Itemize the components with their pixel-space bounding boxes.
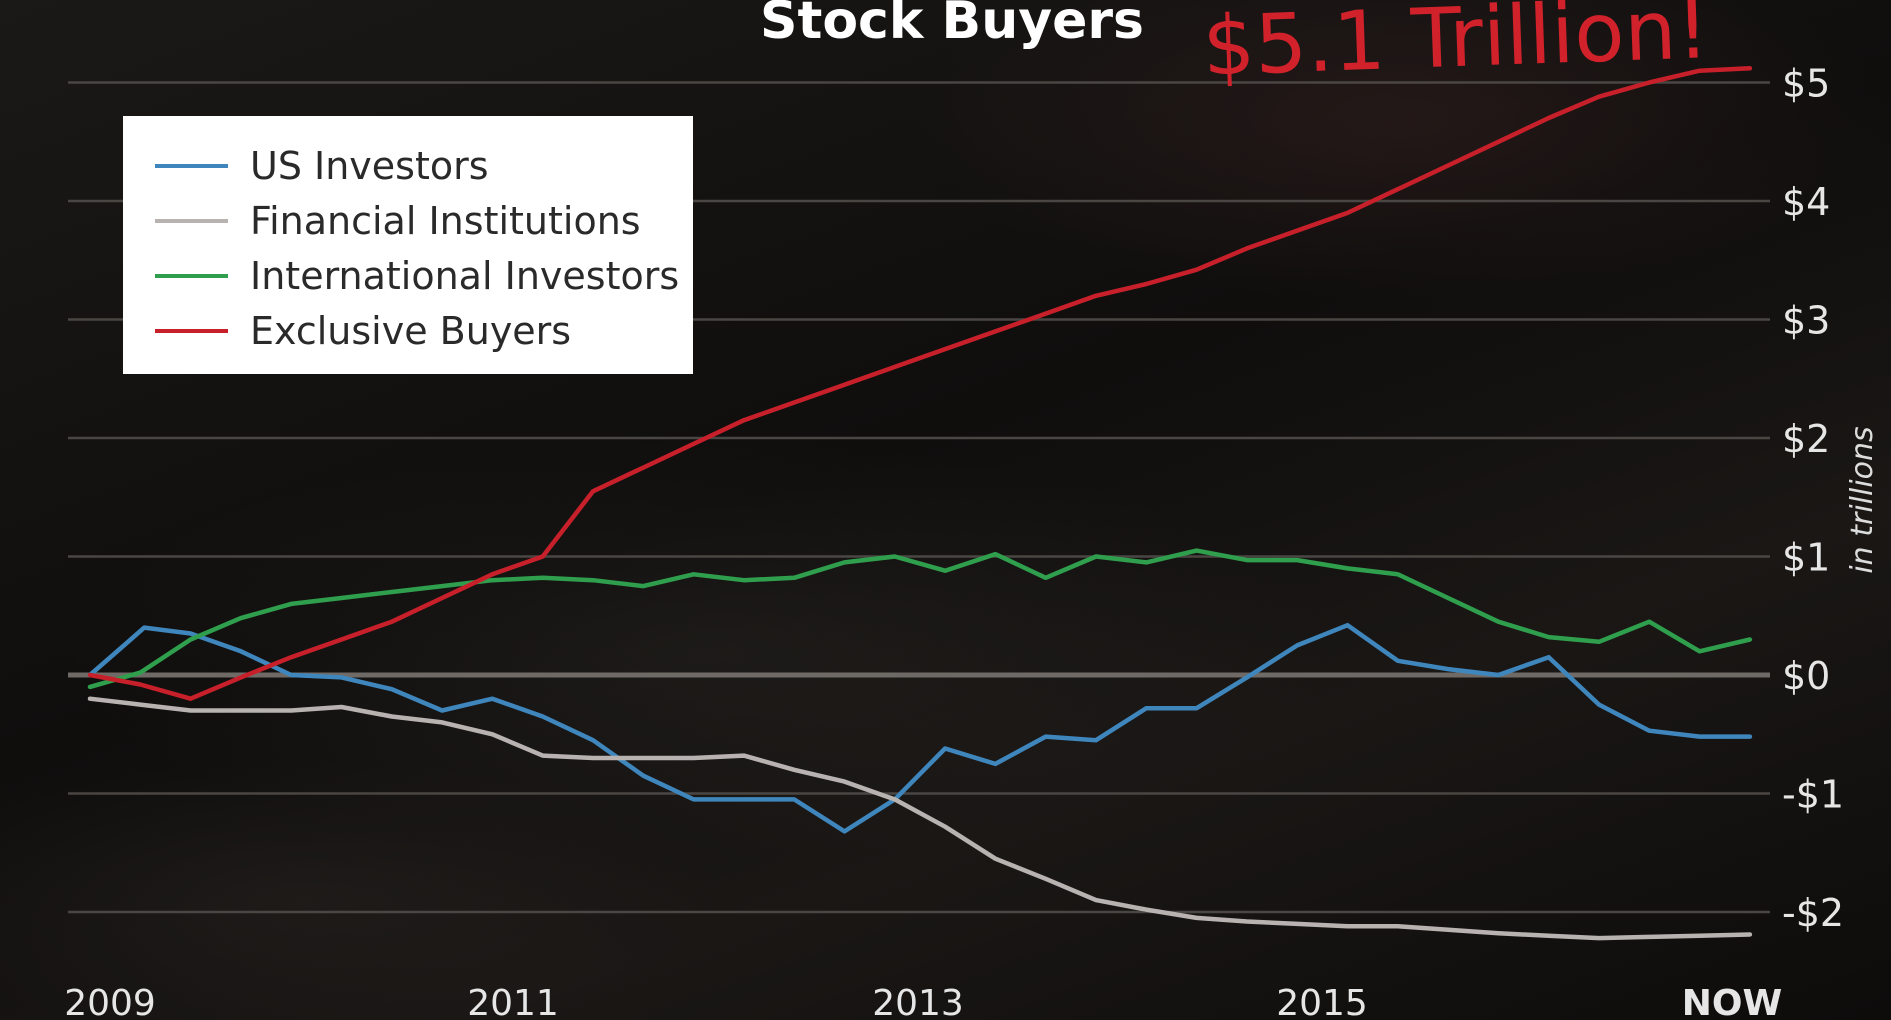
y-tick-label: $3: [1782, 299, 1830, 343]
series-line-financial-institutions: [87, 696, 1753, 941]
legend-label-financial-institutions: Financial Institutions: [250, 199, 641, 243]
y-tick-label: $0: [1782, 654, 1830, 698]
y-axis-label: in trillions: [1845, 426, 1880, 573]
y-tick-label: $4: [1782, 180, 1830, 224]
x-tick-label: 2009: [64, 983, 156, 1020]
legend: US Investors Financial Institutions Intern…: [123, 116, 693, 374]
y-tick-labels: $5 $4 $3 $2 $1 $0 -$1 -$2: [1782, 62, 1844, 936]
y-tick-label: -$2: [1782, 891, 1844, 935]
x-tick-label: 2011: [467, 983, 559, 1020]
series-line-international-investors: [87, 548, 1753, 690]
x-tick-label: 2013: [872, 983, 964, 1020]
x-tick-labels: 2009 2011 2013 2015 NOW: [64, 983, 1782, 1020]
legend-label-us-investors: US Investors: [250, 144, 489, 188]
y-tick-label: $1: [1782, 536, 1830, 580]
y-tick-label: -$1: [1782, 773, 1844, 817]
series-lines: [87, 66, 1753, 941]
callout-annotation: $5.1 Trillion!: [1201, 0, 1711, 95]
x-tick-label: NOW: [1682, 983, 1782, 1020]
series-line-exclusive-buyers: [87, 66, 1753, 701]
legend-label-exclusive-buyers: Exclusive Buyers: [250, 309, 571, 353]
legend-label-international-investors: International Investors: [250, 254, 679, 298]
series-line-us-investors: [87, 622, 1753, 834]
x-tick-label: 2015: [1276, 983, 1368, 1020]
chart-title: Stock Buyers: [760, 0, 1144, 51]
y-tick-label: $5: [1782, 62, 1830, 106]
y-tick-label: $2: [1782, 417, 1830, 461]
